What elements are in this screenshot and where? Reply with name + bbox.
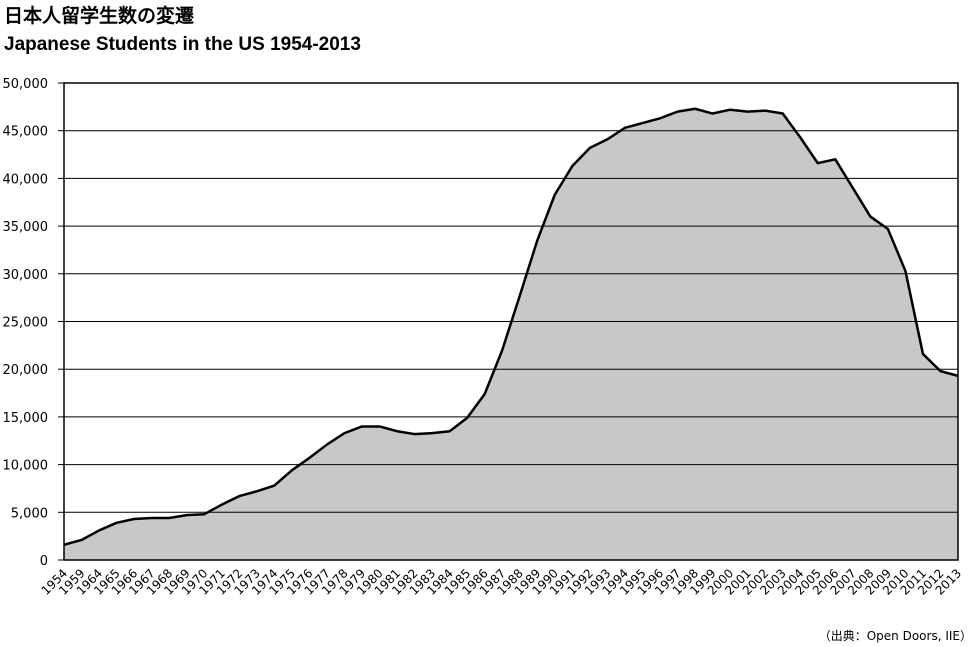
chart-title: 日本人留学生数の変遷 <box>4 4 194 27</box>
y-tick-label: 0 <box>40 554 48 569</box>
y-tick-label: 10,000 <box>3 459 49 474</box>
y-tick-label: 25,000 <box>3 316 49 331</box>
area-line <box>63 107 959 546</box>
y-tick-label: 45,000 <box>3 125 49 140</box>
y-tick-label: 35,000 <box>3 220 49 235</box>
chart-subtitle: Japanese Students in the US 1954-2013 <box>4 34 361 55</box>
source-note: （出典：Open Doors, IIE） <box>819 629 972 643</box>
y-tick-label: 20,000 <box>3 363 49 378</box>
y-tick-label: 40,000 <box>3 172 49 187</box>
y-tick-label: 50,000 <box>3 77 49 92</box>
plot-border <box>63 82 959 561</box>
area-fill <box>64 108 958 561</box>
y-tick-label: 5,000 <box>11 506 48 521</box>
y-tick-label: 15,000 <box>3 411 49 426</box>
y-tick-label: 30,000 <box>3 268 49 283</box>
